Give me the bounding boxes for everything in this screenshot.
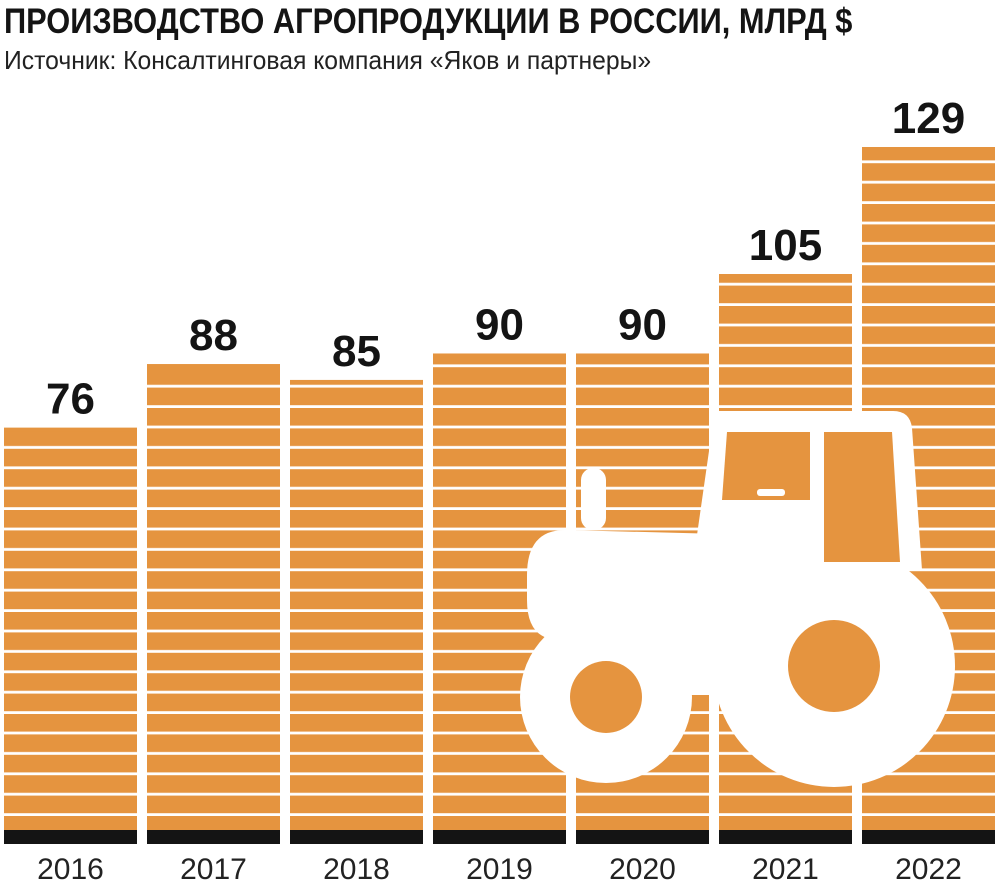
value-label-2018: 85 xyxy=(332,327,381,376)
x-tick-label-2022: 2022 xyxy=(895,853,962,885)
x-tick-label-2017: 2017 xyxy=(180,853,247,885)
bar-2018 xyxy=(290,379,423,830)
x-tick-label-2021: 2021 xyxy=(752,853,819,885)
bar-top-2021 xyxy=(719,274,852,279)
bar-top-2017 xyxy=(147,364,280,369)
bar-top-2018 xyxy=(290,379,423,384)
value-label-2021: 105 xyxy=(749,221,822,270)
bar-base-2021 xyxy=(719,830,852,844)
bar-base-2017 xyxy=(147,830,280,844)
bar-top-2020 xyxy=(576,353,709,358)
chart-title: ПРОИЗВОДСТВО АГРОПРОДУКЦИИ В РОССИИ, МЛР… xyxy=(4,2,853,41)
x-tick-label-2016: 2016 xyxy=(37,853,104,885)
x-tick-label-2020: 2020 xyxy=(609,853,676,885)
bar-base-2018 xyxy=(290,830,423,844)
value-label-2016: 76 xyxy=(46,375,95,424)
bar-base-2016 xyxy=(4,830,137,844)
bar-base-2020 xyxy=(576,830,709,844)
tractor-details xyxy=(570,432,900,733)
bar-base-2019 xyxy=(433,830,566,844)
bar-top-2019 xyxy=(433,353,566,358)
chart-source: Источник: Консалтинговая компания «Яков … xyxy=(4,45,652,75)
value-label-2020: 90 xyxy=(618,300,667,349)
bar-2016 xyxy=(4,427,137,830)
bar-2017 xyxy=(147,364,280,830)
bar-top-2022 xyxy=(862,147,995,151)
bar-base-2022 xyxy=(862,830,995,844)
x-tick-label-2018: 2018 xyxy=(323,853,390,885)
x-tick-label-2019: 2019 xyxy=(466,853,533,885)
value-label-2022: 129 xyxy=(892,94,965,143)
bar-top-2016 xyxy=(4,427,137,432)
value-label-2019: 90 xyxy=(475,300,524,349)
value-label-2017: 88 xyxy=(189,311,238,360)
